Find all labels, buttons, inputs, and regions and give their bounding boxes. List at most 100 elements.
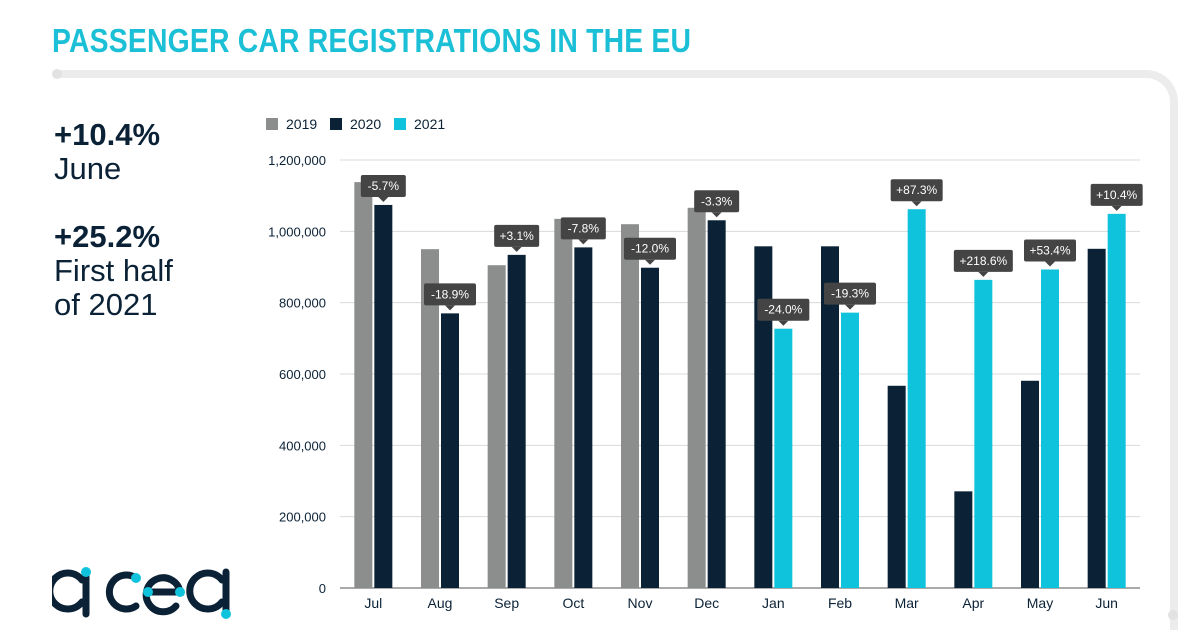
callout: -3.3% <box>694 190 740 218</box>
bar-2021-jan <box>774 328 793 588</box>
x-tick-label: Apr <box>962 595 984 611</box>
callout-box <box>494 224 540 247</box>
stat-june: +10.4% June <box>54 118 160 186</box>
bar-2019-nov <box>621 224 639 588</box>
callout-pointer <box>645 259 655 265</box>
legend-label-2020: 2020 <box>350 116 381 132</box>
legend-swatch-2021 <box>394 118 406 130</box>
x-tick-label: Mar <box>895 595 919 611</box>
callout-box <box>694 190 740 213</box>
bar-2020-sep <box>507 254 526 588</box>
y-tick-label: 0 <box>319 581 326 596</box>
callout-label: -19.3% <box>831 287 869 301</box>
callout: -12.0% <box>624 237 676 265</box>
y-tick-label: 1,000,000 <box>268 224 326 239</box>
x-tick-label: Feb <box>828 595 852 611</box>
grid-lines <box>340 159 1140 589</box>
bar-2021-feb <box>841 312 859 588</box>
stat-first-half: +25.2% First half of 2021 <box>54 220 173 322</box>
callout: +10.4% <box>1090 183 1143 211</box>
callout-label: -24.0% <box>764 303 802 317</box>
callout-box <box>890 179 943 202</box>
callout-box <box>757 298 810 321</box>
bar-2019-jul <box>354 182 373 588</box>
legend-label-2021: 2021 <box>414 116 445 132</box>
callout-box <box>424 283 476 306</box>
callout-pointer <box>845 304 855 310</box>
callout: +3.1% <box>494 224 540 252</box>
x-tick-label: Jun <box>1095 595 1118 611</box>
page-title: PASSENGER CAR REGISTRATIONS IN THE EU <box>52 22 692 59</box>
callout-label: +218.6% <box>959 254 1007 268</box>
callout-label: -7.8% <box>568 221 600 235</box>
annotation-callouts: -5.7% -18.9% +3.1% -7.8% -12.0% -3.3% -24.0% -1… <box>360 174 1143 326</box>
bar-2020-apr <box>954 491 973 588</box>
legend-swatch-2020 <box>330 118 342 130</box>
callout-pointer <box>511 246 522 252</box>
callout-pointer <box>1111 205 1122 211</box>
callout-box <box>953 249 1013 272</box>
x-tick-label: Jul <box>364 595 382 611</box>
callout-label: +10.4% <box>1096 188 1137 202</box>
callout-pointer <box>445 305 455 311</box>
x-tick-label: Aug <box>428 595 453 611</box>
acea-logo: acea <box>52 567 231 619</box>
callout: +87.3% <box>890 179 943 207</box>
callout-label: -5.7% <box>368 179 400 193</box>
callout-box <box>624 237 676 260</box>
stat-first-half-label-line2: of 2021 <box>54 287 158 322</box>
callout-label: -3.3% <box>701 194 733 208</box>
callout-pointer <box>978 271 989 277</box>
stat-june-value: +10.4% <box>54 117 161 152</box>
bar-2020-may <box>1021 380 1039 588</box>
callout: +218.6% <box>953 249 1013 277</box>
bar-2019-oct <box>554 218 573 588</box>
x-tick-label: Jan <box>762 595 785 611</box>
callout: -19.3% <box>824 282 876 310</box>
frame-end-dot <box>1168 610 1178 620</box>
callout-label: +3.1% <box>499 229 534 243</box>
callout-pointer <box>378 196 389 202</box>
callout: -24.0% <box>757 298 810 326</box>
bars <box>354 182 1126 588</box>
callout-box <box>824 282 876 305</box>
legend-swatch-2019 <box>266 118 278 130</box>
legend: 2019 2020 2021 <box>266 116 445 132</box>
callout-box <box>560 217 606 240</box>
x-tick-label: Nov <box>628 595 653 611</box>
bar-2019-dec <box>687 207 706 588</box>
x-tick-label: Dec <box>694 595 719 611</box>
stat-june-label: June <box>54 151 122 186</box>
callout-box <box>1090 183 1143 206</box>
bar-2020-oct <box>574 247 593 588</box>
frame-start-dot <box>52 69 62 79</box>
callout-box <box>1024 239 1076 262</box>
bar-2020-aug <box>441 313 459 588</box>
callout: +53.4% <box>1024 239 1076 267</box>
callout: -18.9% <box>424 283 476 311</box>
y-tick-label: 200,000 <box>279 510 326 525</box>
y-tick-label: 600,000 <box>279 367 326 382</box>
stat-first-half-value: +25.2% <box>54 219 161 254</box>
callout-box <box>360 174 406 197</box>
bar-2021-jun <box>1107 213 1126 588</box>
callout-pointer <box>1045 261 1055 267</box>
bar-2021-may <box>1041 269 1059 588</box>
x-tick-label: Oct <box>562 595 584 611</box>
callout-label: -12.0% <box>631 242 669 256</box>
x-tick-label: May <box>1027 595 1053 611</box>
bar-2019-aug <box>421 249 439 588</box>
chart-frame <box>54 70 1178 630</box>
callout-label: -18.9% <box>431 287 469 301</box>
y-tick-label: 400,000 <box>279 438 326 453</box>
x-axis: Jul Aug Sep Oct Nov Dec Jan Feb Mar Apr May Jun <box>364 595 1118 611</box>
callout-pointer <box>911 201 922 207</box>
y-axis: 0 200,000 400,000 600,000 800,000 1,000,000 1,… <box>268 153 326 596</box>
bar-2020-dec <box>707 220 726 588</box>
bar-2020-nov <box>641 267 659 588</box>
callout-pointer <box>778 320 789 326</box>
bar-2021-apr <box>974 279 993 588</box>
y-tick-label: 800,000 <box>279 296 326 311</box>
callout: -7.8% <box>560 217 606 245</box>
